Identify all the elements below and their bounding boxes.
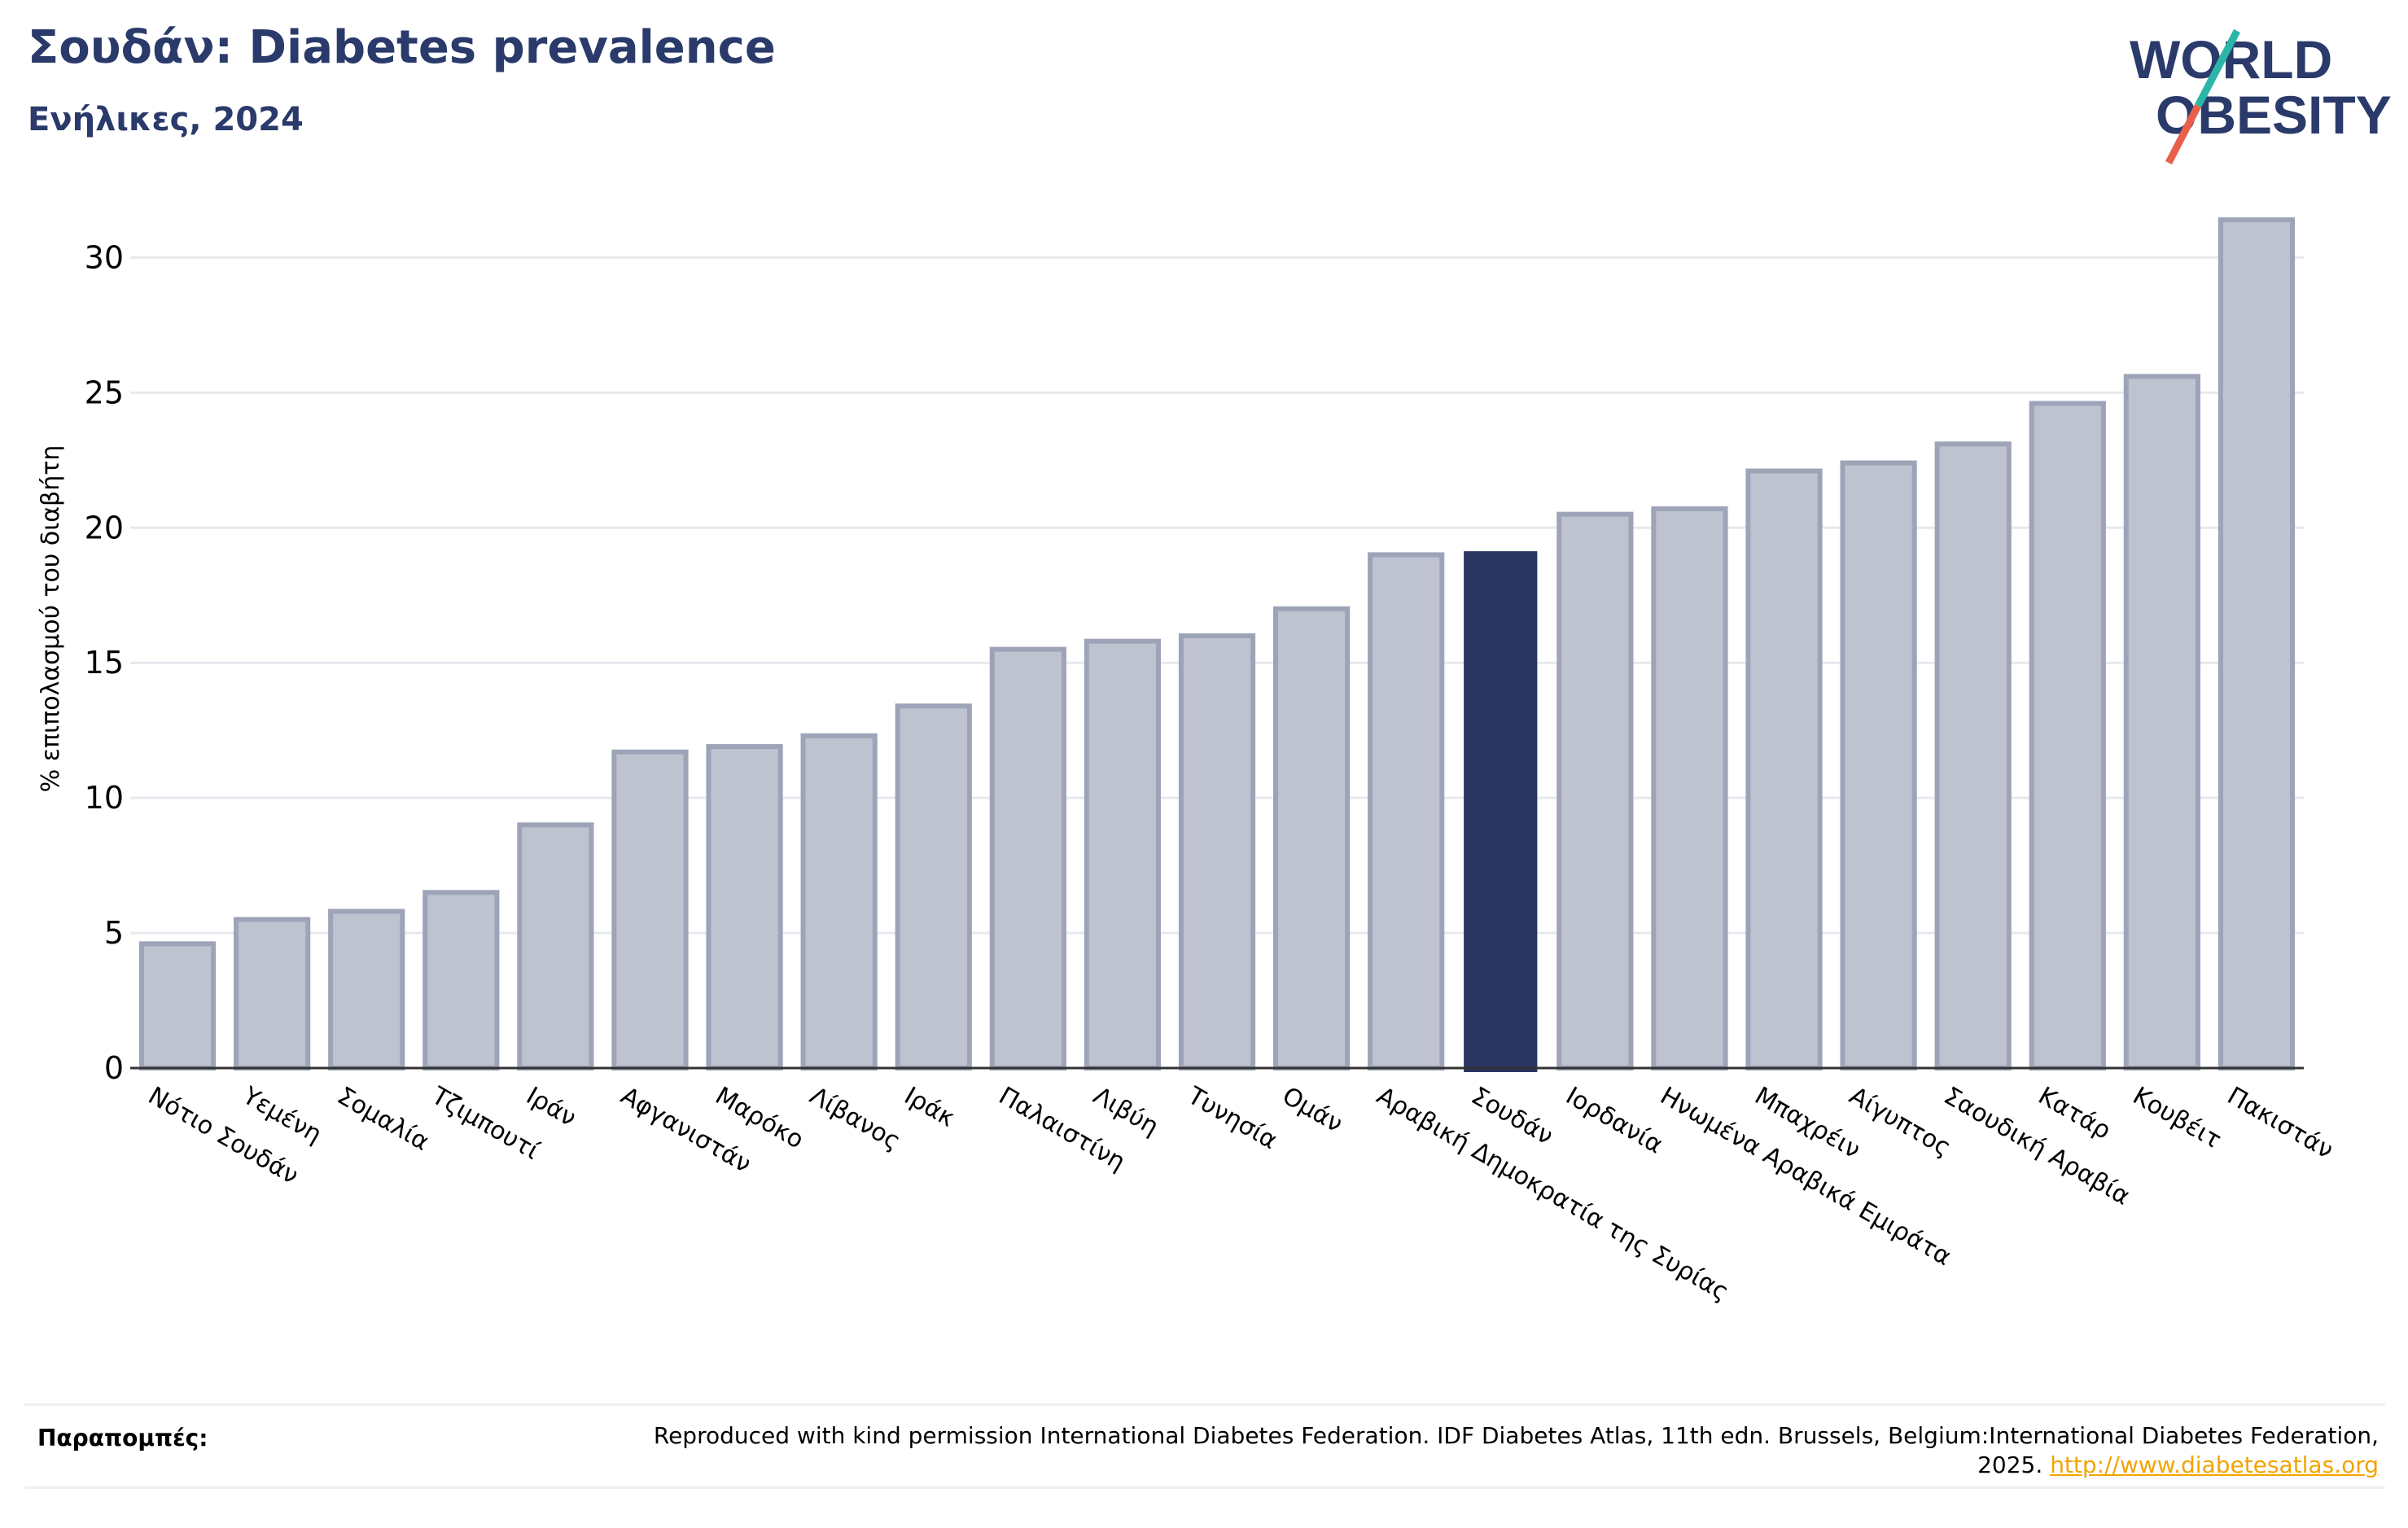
y-tick-label: 15 xyxy=(85,645,124,681)
y-tick-labels: 0 5 10 15 20 25 30 xyxy=(85,239,124,1086)
logo-slash-coral xyxy=(2165,103,2202,165)
footer-top-rule xyxy=(24,1403,2385,1406)
bar-3 xyxy=(328,908,405,1070)
y-tick-label: 20 xyxy=(85,510,124,545)
bar-9 xyxy=(895,703,972,1070)
bar-22 xyxy=(2123,374,2200,1070)
y-tick-label: 25 xyxy=(85,374,124,410)
logo-slash-teal xyxy=(2195,28,2240,108)
references-label: Παραπομπές: xyxy=(37,1425,208,1451)
y-tick-label: 30 xyxy=(85,239,124,275)
x-tick-label: Ομάν xyxy=(1277,1082,1347,1139)
bar-21 xyxy=(2029,401,2106,1070)
bar-17 xyxy=(1651,506,1728,1070)
bar-5 xyxy=(517,822,594,1070)
chart-title: Σουδάν: Diabetes prevalence xyxy=(28,21,776,74)
x-tick-label: Τζιμπουτί xyxy=(426,1081,544,1166)
bar-11 xyxy=(1084,638,1162,1070)
bar-4 xyxy=(422,890,500,1070)
world-obesity-logo: WORLD OBESITY xyxy=(2130,28,2392,165)
x-tick-label: Λίβανος xyxy=(805,1082,905,1156)
bar-13 xyxy=(1272,606,1351,1070)
bar-2 xyxy=(234,917,311,1070)
y-axis-label: % επιπολασμού του διαβήτη xyxy=(37,445,65,793)
bar-12 xyxy=(1178,633,1256,1070)
y-tick-label: 5 xyxy=(104,915,124,951)
bars-layer xyxy=(138,217,2296,1072)
y-tick-label: 10 xyxy=(85,780,124,816)
references-link[interactable]: http://www.diabetesatlas.org xyxy=(2050,1451,2379,1478)
x-tick-label: Ιράν xyxy=(521,1082,580,1133)
references-text: Reproduced with kind permission Internat… xyxy=(588,1421,2379,1480)
x-tick-label: Σομαλία xyxy=(332,1082,434,1157)
bar-16 xyxy=(1556,511,1634,1070)
bar-23 xyxy=(2218,217,2296,1071)
bar-18 xyxy=(1745,468,1823,1070)
bar-1 xyxy=(138,941,217,1071)
bar-15 xyxy=(1464,551,1538,1072)
x-tick-label: Ιράκ xyxy=(900,1082,960,1133)
x-tick-label: Αίγυπτος xyxy=(1845,1082,1956,1162)
bar-7 xyxy=(706,744,783,1070)
x-tick-label: Λιβύη xyxy=(1088,1082,1163,1141)
bar-20 xyxy=(1934,441,2012,1070)
bar-10 xyxy=(989,646,1066,1070)
y-tick-label: 0 xyxy=(104,1050,124,1086)
chart-subtitle: Ενήλικες, 2024 xyxy=(28,101,304,138)
x-tick-label: Ιορδανία xyxy=(1561,1082,1667,1160)
bar-19 xyxy=(1840,460,1917,1070)
bar-6 xyxy=(611,749,689,1070)
x-tick-label: Τυνησία xyxy=(1182,1081,1282,1155)
footer-bottom-rule xyxy=(24,1486,2385,1489)
x-tick-label: Κουβέιτ xyxy=(2128,1082,2226,1155)
bar-8 xyxy=(800,733,878,1070)
references-body: Reproduced with kind permission Internat… xyxy=(653,1422,2379,1478)
bar-14 xyxy=(1368,552,1445,1070)
x-tick-label: Πακιστάν xyxy=(2222,1082,2338,1165)
